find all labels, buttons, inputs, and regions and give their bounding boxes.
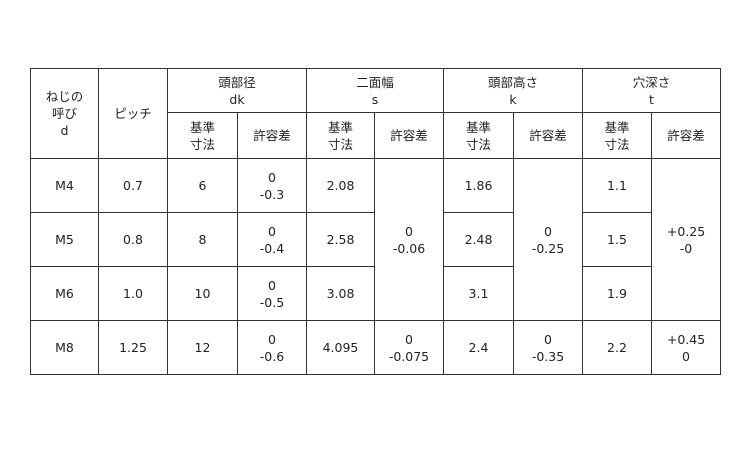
- cell-dk: 6: [167, 158, 238, 213]
- cell-k: 1.86: [443, 158, 514, 213]
- cell-d: M6: [30, 266, 99, 321]
- header-tolerance: 許容差: [237, 112, 307, 159]
- header-basic: 基準 寸法: [167, 112, 238, 159]
- cell-s-tol-merged: 0 -0.06: [374, 158, 444, 321]
- table-row: M8 1.25 12 0 -0.6 4.095 0 -0.075 2.4 0 -…: [30, 320, 721, 375]
- cell-d: M8: [30, 320, 99, 375]
- header-nominal: ねじの 呼び d: [30, 68, 99, 159]
- cell-dk: 12: [167, 320, 238, 375]
- screw-dimension-table: ねじの 呼び d ピッチ 頭部径 dk 二面幅 s 頭部高さ k 穴深さ t 基準 寸法…: [30, 68, 721, 375]
- cell-s: 4.095: [306, 320, 375, 375]
- cell-pitch: 1.0: [98, 266, 168, 321]
- cell-k-tol: 0 -0.35: [513, 320, 583, 375]
- header-basic: 基準 寸法: [443, 112, 514, 159]
- cell-t-tol-merged: +0.25 -0: [651, 158, 721, 321]
- table-row: M4 0.7 6 0 -0.3 2.08 0 -0.06 1.86 0 -0.2…: [30, 158, 721, 321]
- cell-d: M5: [30, 212, 99, 267]
- cell-d: M4: [30, 158, 99, 213]
- cell-pitch: 1.25: [98, 320, 168, 375]
- cell-t: 1.9: [582, 266, 652, 321]
- header-tolerance: 許容差: [374, 112, 444, 159]
- cell-s: 2.08: [306, 158, 375, 213]
- table-row: M5 0.8 8 0 -0.4 2.58 2.48 1.5: [30, 212, 721, 267]
- cell-t-tol: +0.45 0: [651, 320, 721, 375]
- cell-dk-tol: 0 -0.5: [237, 266, 307, 321]
- header-basic: 基準 寸法: [582, 112, 652, 159]
- cell-k: 2.48: [443, 212, 514, 267]
- header-group-t: 穴深さ t: [582, 68, 721, 113]
- cell-dk: 10: [167, 266, 238, 321]
- cell-k-tol-merged: 0 -0.25: [513, 158, 583, 321]
- cell-t: 1.1: [582, 158, 652, 213]
- header-tolerance: 許容差: [651, 112, 721, 159]
- cell-k: 2.4: [443, 320, 514, 375]
- header-group-dk: 頭部径 dk: [167, 68, 307, 113]
- cell-s: 3.08: [306, 266, 375, 321]
- cell-dk-tol: 0 -0.3: [237, 158, 307, 213]
- header-pitch: ピッチ: [98, 68, 168, 159]
- cell-dk-tol: 0 -0.4: [237, 212, 307, 267]
- cell-dk-tol: 0 -0.6: [237, 320, 307, 375]
- cell-pitch: 0.8: [98, 212, 168, 267]
- header-tolerance: 許容差: [513, 112, 583, 159]
- header-group-k: 頭部高さ k: [443, 68, 583, 113]
- cell-s: 2.58: [306, 212, 375, 267]
- cell-s-tol: 0 -0.075: [374, 320, 444, 375]
- cell-t: 1.5: [582, 212, 652, 267]
- cell-dk: 8: [167, 212, 238, 267]
- cell-t: 2.2: [582, 320, 652, 375]
- table-row: M6 1.0 10 0 -0.5 3.08 3.1 1.9: [30, 266, 721, 321]
- header-group-s: 二面幅 s: [306, 68, 444, 113]
- cell-k: 3.1: [443, 266, 514, 321]
- cell-pitch: 0.7: [98, 158, 168, 213]
- header-basic: 基準 寸法: [306, 112, 375, 159]
